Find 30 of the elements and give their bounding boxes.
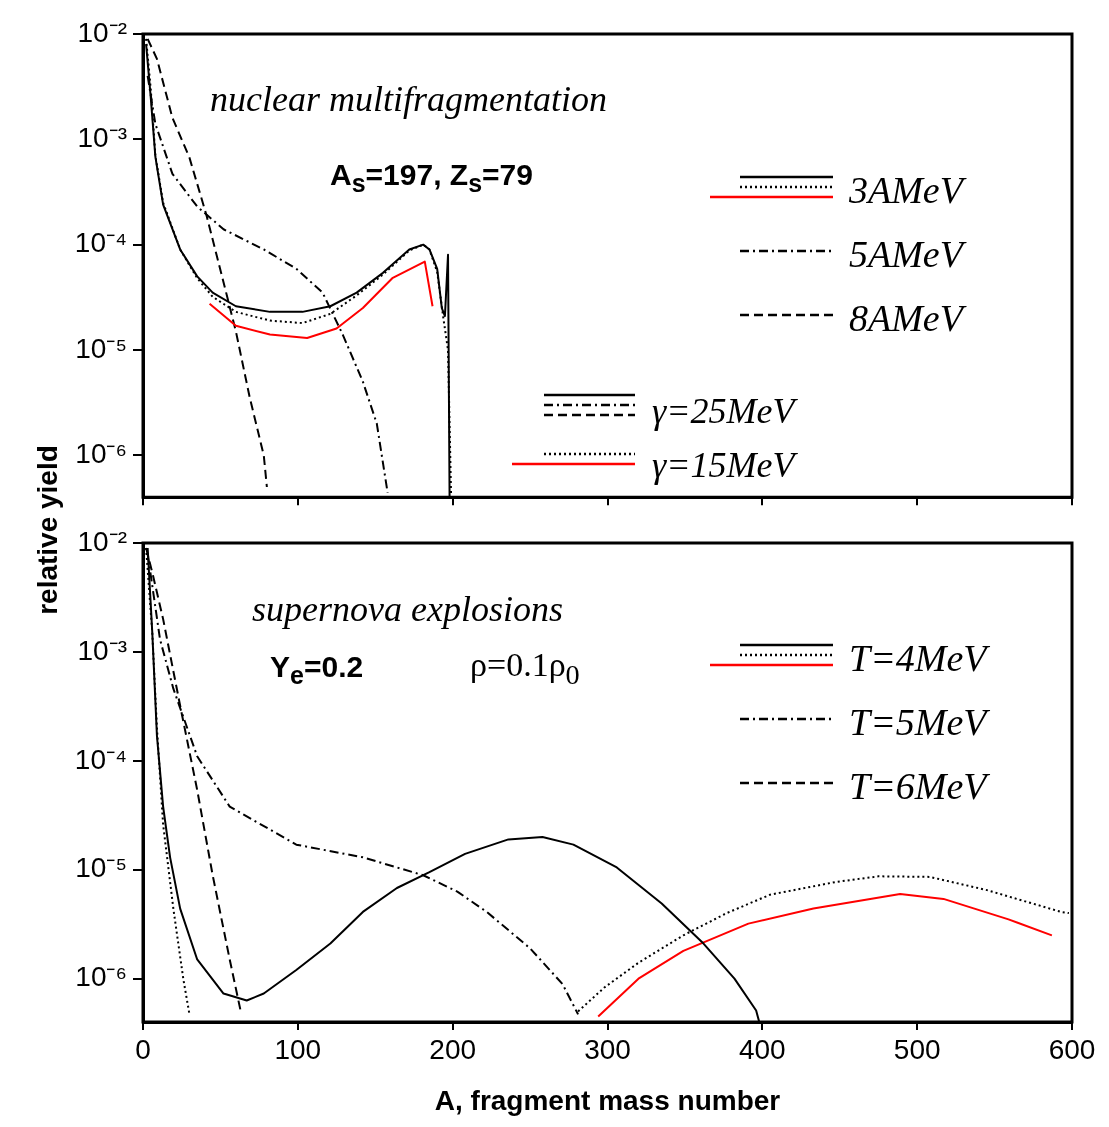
annotation: A$_{s}$=197, Z$_{s}$=79: [330, 158, 533, 198]
annotation: ρ=0.1ρ$_{0}$: [470, 646, 580, 691]
y-tick-label: 10⁻⁶: [75, 438, 127, 470]
x-tick-label: 300: [584, 1033, 631, 1065]
x-tick-label: 0: [135, 1033, 151, 1065]
annotation: Y$_{e}$=0.2: [270, 650, 364, 690]
y-axis-title: relative yield: [31, 445, 64, 615]
legend-label: 5AMeV: [849, 232, 968, 276]
y-tick-label: 10⁻⁴: [74, 227, 127, 259]
y-tick-label: 10⁻³: [77, 122, 127, 154]
x-tick-label: 600: [1048, 1033, 1096, 1065]
y-tick-label: 10⁻⁵: [75, 332, 127, 364]
y-tick-label: 10⁻²: [77, 16, 127, 48]
x-tick-label: 500: [893, 1033, 941, 1065]
legend-label: T=5MeV: [849, 700, 989, 744]
legend-label: T=4MeV: [849, 636, 989, 680]
legend-label: 8AMeV: [849, 296, 968, 340]
y-tick-label: 10⁻⁵: [75, 852, 127, 884]
x-tick-label: 200: [429, 1033, 477, 1065]
x-axis-title: A, fragment mass number: [434, 1084, 781, 1116]
y-tick-label: 10⁻⁴: [74, 743, 127, 775]
x-tick-label: 400: [738, 1033, 786, 1065]
legend-label: 3AMeV: [849, 168, 968, 212]
annotation: supernova explosions: [252, 588, 563, 630]
x-tick-label: 100: [274, 1033, 322, 1065]
y-tick-label: 10⁻⁶: [75, 961, 127, 993]
legend-label: T=6MeV: [849, 764, 989, 808]
annotation: nuclear multifragmentation: [210, 78, 607, 120]
y-tick-label: 10⁻²: [77, 525, 127, 557]
y-tick-label: 10⁻³: [77, 634, 127, 666]
